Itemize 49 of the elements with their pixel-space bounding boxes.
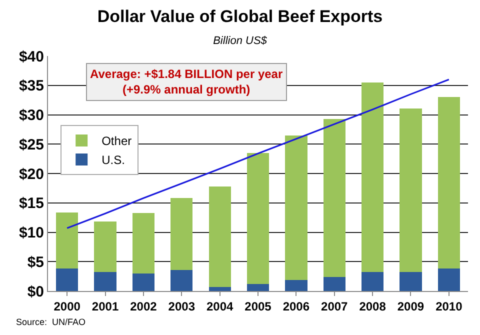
bar [323, 118, 346, 277]
x-tick-label: 2000 [54, 299, 81, 314]
bar [246, 284, 270, 291]
bar [94, 272, 116, 291]
y-tick-label: $15 [18, 195, 44, 212]
bar [208, 186, 231, 287]
y-tick-label: $20 [18, 166, 44, 183]
x-tick-label: 2001 [92, 299, 119, 314]
bar [56, 212, 78, 269]
line-series [66, 78, 450, 229]
y-tick-label: $35 [18, 78, 44, 95]
bar [132, 212, 155, 274]
chart-subtitle: Billion US$ [213, 34, 268, 47]
bar [323, 276, 346, 291]
x-tick-label: 2002 [130, 299, 158, 314]
bar [208, 286, 231, 291]
bar [361, 272, 384, 291]
bar [246, 152, 270, 284]
x-tick-label: 2005 [244, 299, 272, 314]
source-note: Source: UN/FAO [16, 317, 86, 327]
x-tick-label: 2003 [168, 299, 196, 314]
x-tick-label: 2004 [206, 299, 234, 314]
x-tick-label: 2010 [436, 299, 463, 314]
y-tick-label: $5 [27, 254, 44, 271]
bar [438, 97, 460, 269]
chart-title: Dollar Value of Global Beef Exports [97, 6, 383, 26]
bar [132, 273, 155, 291]
bar [361, 82, 384, 272]
y-tick-label: $0 [27, 283, 44, 300]
y-tick-label: $10 [18, 224, 44, 242]
annotation: Average: +$1.84 BILLION per year (+9.9% annual growth) [90, 67, 283, 97]
y-tick-label: $40 [18, 48, 44, 66]
x-tick-label: 2007 [321, 299, 348, 314]
bar [94, 222, 116, 272]
x-tick-label: 2009 [397, 299, 424, 314]
y-tick-label: $25 [18, 136, 44, 154]
bar [438, 268, 460, 291]
y-tick-label: $30 [18, 107, 44, 124]
bar [400, 108, 422, 272]
x-tick-label: 2008 [359, 299, 386, 314]
bar [170, 198, 193, 270]
bar [400, 272, 422, 291]
legend-label: Other [102, 134, 132, 148]
bar [170, 270, 193, 291]
bar [56, 268, 78, 291]
bar [285, 135, 308, 280]
legend-label: U.S. [102, 153, 125, 168]
bar [285, 280, 308, 291]
x-tick-label: 2006 [282, 299, 310, 314]
